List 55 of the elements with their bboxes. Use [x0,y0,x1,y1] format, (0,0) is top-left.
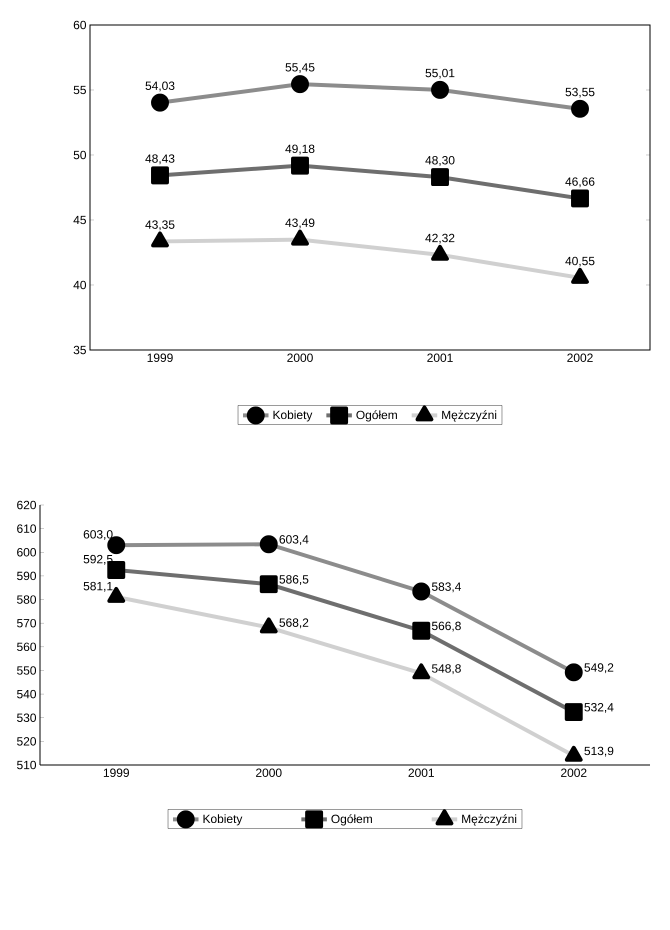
y-tick-label: 590 [17,572,36,580]
data-label: 53,55 [566,88,594,98]
data-label: 583,4 [432,582,462,592]
legend-label: Mężczyźni [462,814,516,826]
legend-label: Kobiety [273,410,312,422]
y-tick-label: 55 [74,86,86,94]
data-label: 603,0 [84,530,113,540]
data-label: 532,4 [584,702,614,713]
y-tick-label: 40 [73,280,86,290]
legend-label: Kobiety [203,814,242,826]
legend-label: Ogółem [331,814,372,826]
y-tick-label: 610 [17,524,36,533]
y-tick-label: 580 [17,595,36,604]
data-label: 43,35 [145,220,174,230]
y-tick-label: 35 [74,346,86,354]
y-tick-label: 50 [74,150,86,160]
y-tick-label: 45 [73,216,86,224]
x-tick-label: 2000 [256,768,282,777]
legend-label: Ogółem [356,410,397,422]
y-tick-label: 550 [17,666,36,675]
data-label: 49,18 [285,144,314,154]
y-tick-label: 530 [17,713,36,722]
data-label: 48,43 [145,154,174,164]
y-tick-label: 600 [17,548,36,556]
data-label: 603,4 [280,535,309,546]
x-tick-label: 1999 [104,768,129,777]
y-tick-label: 620 [17,500,36,510]
y-tick-label: 510 [17,760,36,770]
x-tick-label: 2002 [567,354,593,362]
x-tick-label: 2002 [561,768,586,777]
data-label: 581,1 [84,582,112,592]
y-tick-label: 520 [17,737,36,746]
data-label: 46,66 [565,177,594,188]
data-label: 548,8 [432,664,461,674]
x-tick-label: 2001 [408,768,434,777]
data-label: 566,8 [432,622,461,632]
data-label: 48,30 [425,156,454,166]
x-tick-label: 2000 [287,354,313,362]
y-tick-label: 540 [17,690,36,698]
data-label: 586,5 [279,575,308,585]
data-label: 55,45 [286,63,314,73]
legend-label: Mężczyźni [442,410,496,422]
data-label: 43,49 [285,218,314,228]
data-label: 513,9 [584,746,614,757]
data-label: 549,2 [584,663,614,674]
data-label: 568,2 [279,618,308,628]
data-label: 54,03 [146,82,174,92]
data-label: 55,01 [426,68,454,79]
data-label: 40,55 [565,256,594,267]
y-tick-label: 570 [17,618,36,628]
y-tick-label: 60 [74,20,86,30]
data-label: 42,32 [425,234,454,244]
x-tick-label: 2001 [427,354,453,362]
y-tick-label: 560 [17,642,36,652]
x-tick-label: 1999 [148,354,173,362]
